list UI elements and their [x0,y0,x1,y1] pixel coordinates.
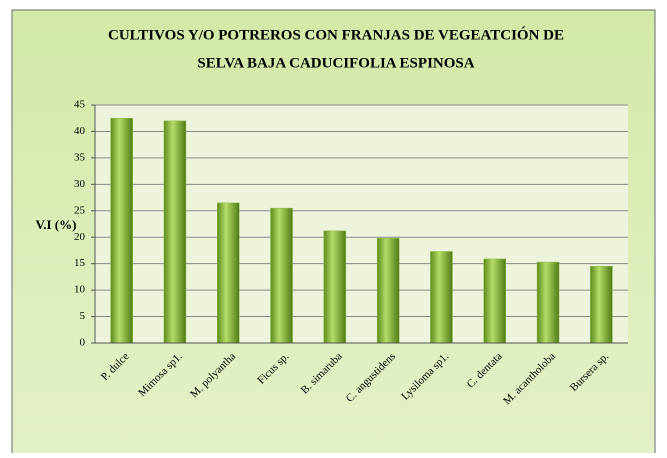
y-axis-title: V.I (%) [36,217,77,232]
y-tick-label: 10 [74,284,86,296]
y-tick-label: 15 [74,257,86,269]
y-tick-label: 25 [74,204,86,216]
bar [536,261,560,344]
bar [270,207,293,344]
bar [430,251,453,344]
y-tick-label: 40 [74,125,86,137]
bar [376,238,400,344]
bar [217,202,240,344]
y-tick-label: 5 [80,310,86,322]
chart-title: CULTIVOS Y/O POTREROS CON FRANJAS DE VEG… [108,26,564,43]
y-tick-label: 30 [74,178,86,190]
bar [483,258,506,344]
y-tick-label: 0 [80,337,86,349]
chart-title: SELVA BAJA CADUCIFOLIA ESPINOSA [197,55,474,71]
bar [323,230,347,344]
y-tick-label: 45 [74,99,86,111]
bar [590,266,613,344]
bar [163,120,187,344]
bar [110,117,133,344]
y-tick-label: 35 [74,151,86,163]
y-tick-label: 20 [74,231,86,243]
